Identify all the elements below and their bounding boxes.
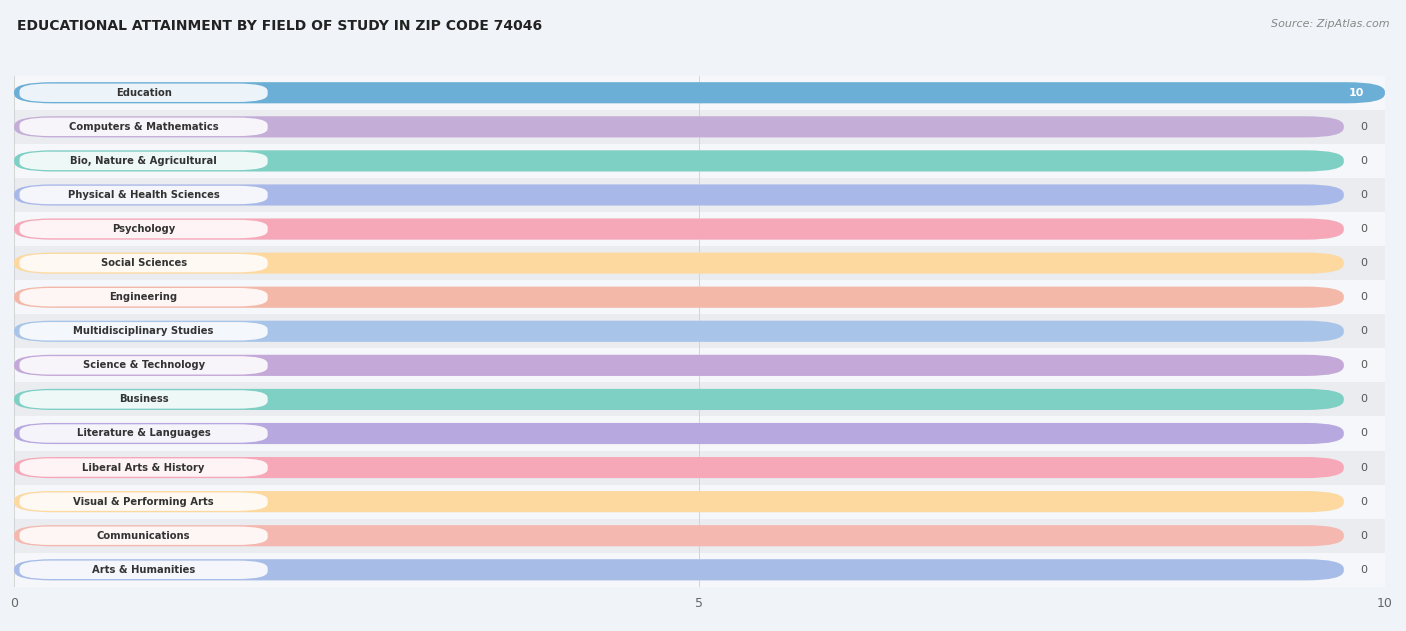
Bar [14, 416, 1385, 451]
FancyBboxPatch shape [20, 560, 267, 579]
FancyBboxPatch shape [20, 424, 267, 443]
FancyBboxPatch shape [20, 254, 267, 273]
Bar [14, 246, 1385, 280]
Text: Bio, Nature & Agricultural: Bio, Nature & Agricultural [70, 156, 217, 166]
Text: 0: 0 [1360, 463, 1367, 473]
Text: Communications: Communications [97, 531, 190, 541]
FancyBboxPatch shape [14, 389, 1344, 410]
FancyBboxPatch shape [20, 322, 267, 341]
FancyBboxPatch shape [14, 491, 1344, 512]
Bar [14, 451, 1385, 485]
Bar [14, 110, 1385, 144]
FancyBboxPatch shape [20, 390, 267, 409]
Bar [14, 485, 1385, 519]
FancyBboxPatch shape [14, 423, 1344, 444]
Bar [14, 348, 1385, 382]
Bar [14, 519, 1385, 553]
Text: 0: 0 [1360, 565, 1367, 575]
Text: Source: ZipAtlas.com: Source: ZipAtlas.com [1271, 19, 1389, 29]
FancyBboxPatch shape [14, 82, 1344, 103]
FancyBboxPatch shape [14, 150, 1344, 172]
Text: EDUCATIONAL ATTAINMENT BY FIELD OF STUDY IN ZIP CODE 74046: EDUCATIONAL ATTAINMENT BY FIELD OF STUDY… [17, 19, 541, 33]
Text: 0: 0 [1360, 531, 1367, 541]
FancyBboxPatch shape [20, 526, 267, 545]
Text: Engineering: Engineering [110, 292, 177, 302]
FancyBboxPatch shape [20, 288, 267, 307]
FancyBboxPatch shape [14, 286, 1344, 308]
FancyBboxPatch shape [14, 321, 1344, 342]
Text: Psychology: Psychology [112, 224, 176, 234]
Bar [14, 553, 1385, 587]
FancyBboxPatch shape [14, 184, 1344, 206]
Text: 0: 0 [1360, 394, 1367, 404]
Text: Business: Business [118, 394, 169, 404]
FancyBboxPatch shape [14, 286, 1344, 308]
FancyBboxPatch shape [14, 355, 1344, 376]
Text: 10: 10 [1348, 88, 1364, 98]
Text: 0: 0 [1360, 428, 1367, 439]
Text: Science & Technology: Science & Technology [83, 360, 205, 370]
FancyBboxPatch shape [14, 116, 1344, 138]
Bar [14, 144, 1385, 178]
Text: Physical & Health Sciences: Physical & Health Sciences [67, 190, 219, 200]
Text: 0: 0 [1360, 360, 1367, 370]
FancyBboxPatch shape [14, 150, 1344, 172]
Bar [14, 280, 1385, 314]
FancyBboxPatch shape [14, 184, 1344, 206]
Text: Multidisciplinary Studies: Multidisciplinary Studies [73, 326, 214, 336]
Text: 0: 0 [1360, 292, 1367, 302]
Bar [14, 76, 1385, 110]
Text: Social Sciences: Social Sciences [101, 258, 187, 268]
FancyBboxPatch shape [20, 220, 267, 239]
Bar [14, 382, 1385, 416]
FancyBboxPatch shape [14, 457, 1344, 478]
FancyBboxPatch shape [14, 423, 1344, 444]
FancyBboxPatch shape [20, 492, 267, 511]
Text: 0: 0 [1360, 224, 1367, 234]
FancyBboxPatch shape [14, 457, 1344, 478]
Text: Arts & Humanities: Arts & Humanities [91, 565, 195, 575]
Text: Visual & Performing Arts: Visual & Performing Arts [73, 497, 214, 507]
Text: 0: 0 [1360, 326, 1367, 336]
FancyBboxPatch shape [14, 525, 1344, 546]
FancyBboxPatch shape [14, 491, 1344, 512]
Text: Education: Education [115, 88, 172, 98]
Text: 0: 0 [1360, 190, 1367, 200]
FancyBboxPatch shape [14, 321, 1344, 342]
FancyBboxPatch shape [20, 458, 267, 477]
Bar [14, 314, 1385, 348]
FancyBboxPatch shape [14, 218, 1344, 240]
FancyBboxPatch shape [14, 389, 1344, 410]
FancyBboxPatch shape [14, 82, 1385, 103]
FancyBboxPatch shape [14, 559, 1344, 581]
FancyBboxPatch shape [20, 356, 267, 375]
FancyBboxPatch shape [14, 252, 1344, 274]
Text: 0: 0 [1360, 156, 1367, 166]
Text: 0: 0 [1360, 122, 1367, 132]
FancyBboxPatch shape [14, 116, 1344, 138]
FancyBboxPatch shape [14, 252, 1344, 274]
FancyBboxPatch shape [20, 117, 267, 136]
Bar [14, 178, 1385, 212]
Text: Computers & Mathematics: Computers & Mathematics [69, 122, 218, 132]
FancyBboxPatch shape [20, 83, 267, 102]
FancyBboxPatch shape [20, 151, 267, 170]
Text: Liberal Arts & History: Liberal Arts & History [83, 463, 205, 473]
Text: 0: 0 [1360, 497, 1367, 507]
Bar [14, 212, 1385, 246]
FancyBboxPatch shape [14, 525, 1344, 546]
FancyBboxPatch shape [14, 355, 1344, 376]
FancyBboxPatch shape [20, 186, 267, 204]
Text: Literature & Languages: Literature & Languages [77, 428, 211, 439]
FancyBboxPatch shape [14, 559, 1344, 581]
FancyBboxPatch shape [14, 218, 1344, 240]
Text: 0: 0 [1360, 258, 1367, 268]
